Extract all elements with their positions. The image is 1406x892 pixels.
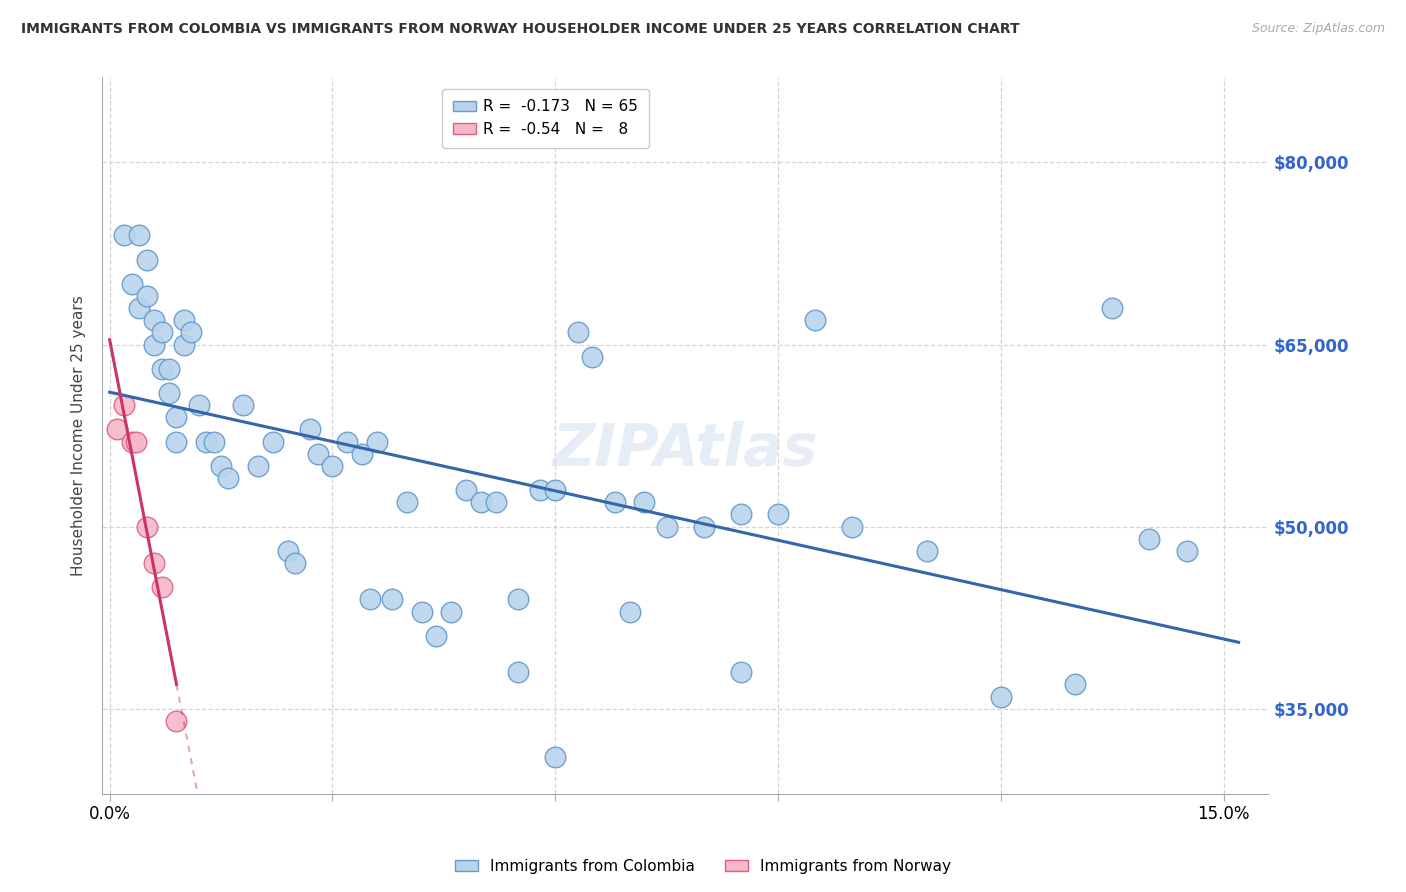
Point (508, 592, 530, 607)
Legend: Immigrants from Colombia, Immigrants from Norway: Immigrants from Colombia, Immigrants fro… (449, 853, 957, 880)
Point (284, 556, 307, 570)
Point (277, 544, 299, 558)
Point (157, 361, 180, 376)
Point (730, 665, 752, 680)
Point (105, 422, 128, 436)
Legend: R =  -0.173   N = 65, R =  -0.54   N =   8: R = -0.173 N = 65, R = -0.54 N = 8 (441, 88, 648, 148)
Point (730, 508, 752, 522)
Point (693, 519, 716, 533)
Point (603, 495, 626, 509)
Point (581, 350, 603, 364)
Point (121, 277, 143, 291)
Point (440, 605, 463, 619)
Point (766, 508, 789, 522)
Point (209, 458, 232, 473)
Point (1139, 532, 1161, 546)
Point (544, 483, 567, 498)
Point (121, 434, 143, 449)
Point (336, 434, 359, 449)
Point (544, 750, 567, 764)
Point (247, 458, 270, 473)
Point (166, 714, 188, 728)
Point (411, 605, 433, 619)
Point (114, 398, 136, 412)
Point (1101, 301, 1123, 315)
Point (381, 592, 404, 607)
Point (804, 313, 827, 327)
Point (990, 690, 1012, 704)
Point (508, 665, 530, 680)
Point (143, 337, 166, 351)
Point (470, 495, 492, 509)
Point (425, 629, 447, 643)
Point (195, 434, 218, 449)
Point (655, 519, 678, 533)
Point (150, 361, 173, 376)
Point (143, 556, 166, 570)
Point (359, 592, 381, 607)
Point (299, 422, 322, 436)
Point (150, 326, 173, 340)
Y-axis label: Householder Income Under 25 years: Householder Income Under 25 years (72, 295, 86, 576)
Point (232, 398, 254, 412)
Point (841, 519, 863, 533)
Point (633, 495, 655, 509)
Point (180, 326, 202, 340)
Point (366, 434, 388, 449)
Point (352, 447, 374, 461)
Point (187, 398, 209, 412)
Text: Source: ZipAtlas.com: Source: ZipAtlas.com (1251, 22, 1385, 36)
Point (135, 289, 157, 303)
Point (915, 544, 938, 558)
Point (1064, 677, 1087, 691)
Point (157, 386, 180, 401)
Point (262, 434, 284, 449)
Point (567, 326, 589, 340)
Point (202, 434, 225, 449)
Point (135, 519, 157, 533)
Point (456, 483, 478, 498)
Point (218, 471, 240, 485)
Point (485, 495, 508, 509)
Point (1175, 544, 1198, 558)
Point (114, 228, 136, 243)
Point (124, 434, 146, 449)
Point (529, 483, 551, 498)
Point (150, 580, 173, 594)
Point (135, 252, 157, 267)
Point (395, 495, 418, 509)
Point (321, 458, 343, 473)
Point (166, 434, 188, 449)
Text: ZIPAtlas: ZIPAtlas (553, 421, 818, 478)
Point (173, 313, 195, 327)
Point (173, 337, 195, 351)
Point (143, 313, 166, 327)
Point (128, 228, 150, 243)
Point (619, 605, 641, 619)
Text: IMMIGRANTS FROM COLOMBIA VS IMMIGRANTS FROM NORWAY HOUSEHOLDER INCOME UNDER 25 Y: IMMIGRANTS FROM COLOMBIA VS IMMIGRANTS F… (21, 22, 1019, 37)
Point (307, 447, 329, 461)
Point (166, 410, 188, 425)
Point (128, 301, 150, 315)
